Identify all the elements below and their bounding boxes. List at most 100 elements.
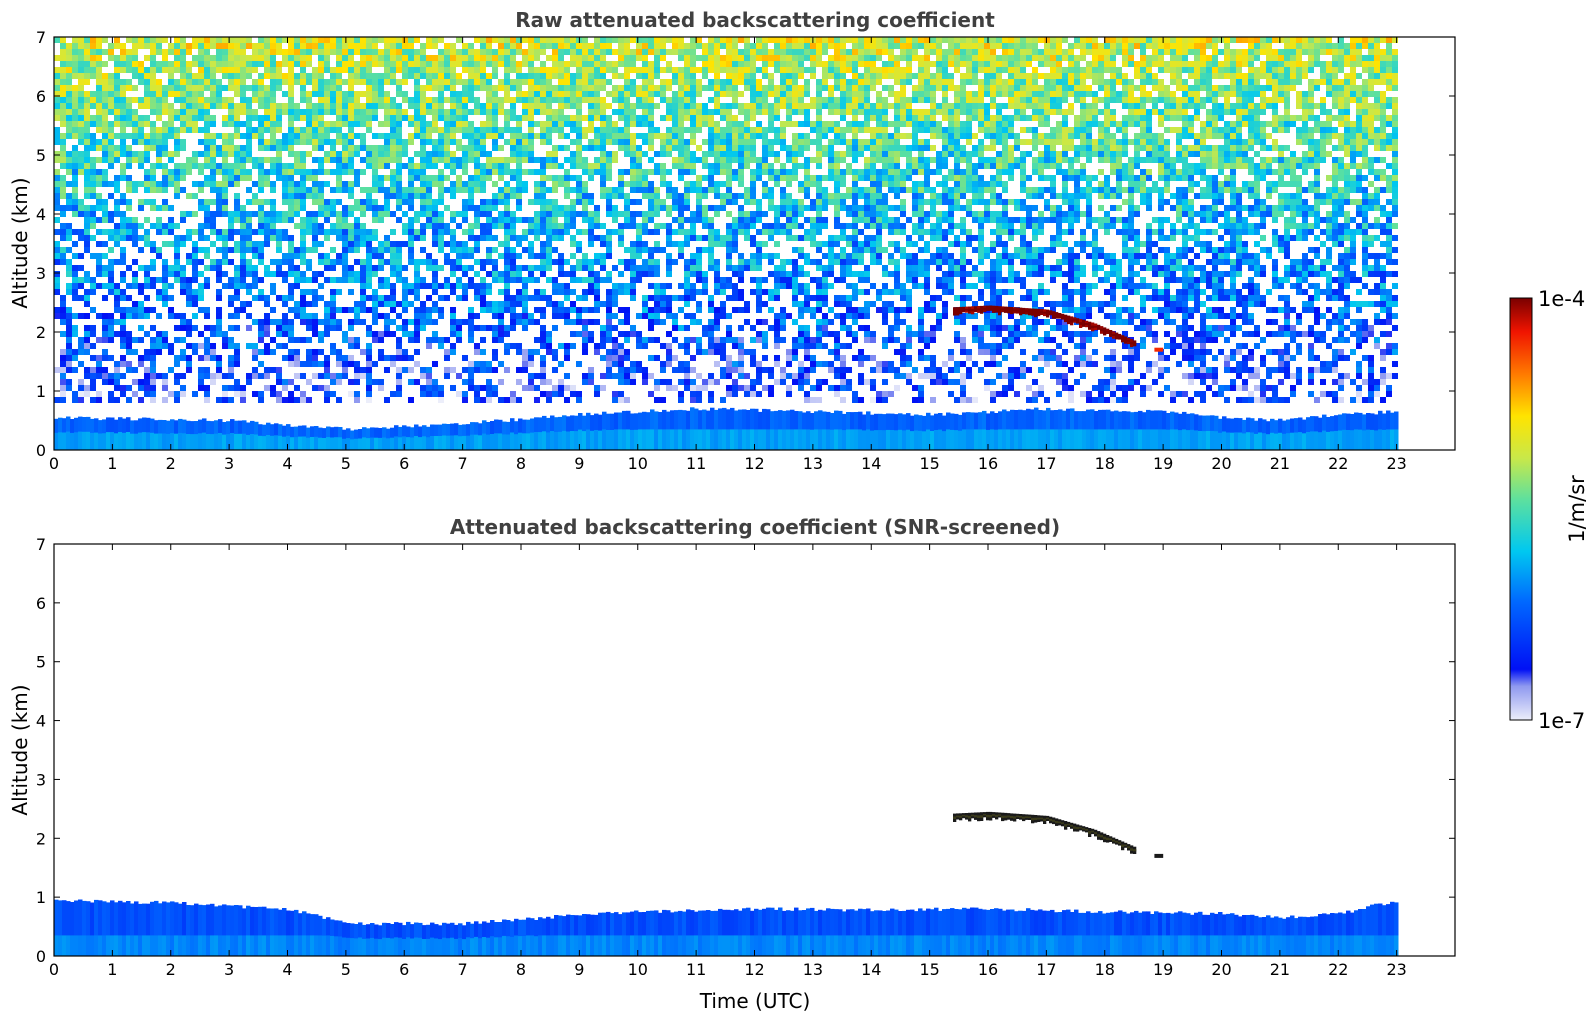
noise-cell: [978, 127, 984, 133]
noise-cell: [936, 127, 942, 133]
noise-cell: [1116, 169, 1122, 175]
noise-cell: [396, 67, 402, 73]
noise-cell: [216, 187, 222, 193]
noise-cell: [234, 55, 240, 61]
noise-cell: [1152, 49, 1158, 55]
noise-cell: [924, 49, 930, 55]
noise-cell: [102, 175, 108, 181]
noise-cell: [642, 103, 648, 109]
noise-cell: [1182, 145, 1188, 151]
noise-cell: [966, 139, 972, 145]
noise-cell: [336, 133, 342, 139]
noise-cell: [888, 187, 894, 193]
noise-cell: [102, 79, 108, 85]
noise-cell: [1020, 79, 1026, 85]
noise-cell: [1290, 73, 1296, 79]
noise-cell: [852, 193, 858, 199]
noise-cell: [318, 37, 324, 43]
noise-cell: [132, 67, 138, 73]
noise-cell: [732, 157, 738, 163]
noise-cell: [1074, 85, 1080, 91]
noise-cell: [1080, 133, 1086, 139]
noise-cell: [486, 163, 492, 169]
noise-cell: [1230, 151, 1236, 157]
noise-cell: [162, 109, 168, 115]
noise-cell: [750, 115, 756, 121]
noise-cell: [150, 43, 156, 49]
noise-cell: [666, 133, 672, 139]
noise-cell: [216, 85, 222, 91]
noise-cell: [1314, 157, 1320, 163]
noise-cell: [300, 55, 306, 61]
noise-cell: [456, 109, 462, 115]
noise-cell: [1122, 169, 1128, 175]
noise-cell: [1332, 55, 1338, 61]
noise-cell: [720, 103, 726, 109]
noise-cell: [612, 187, 618, 193]
noise-cell: [582, 199, 588, 205]
noise-cell: [1086, 133, 1092, 139]
noise-cell: [792, 49, 798, 55]
noise-cell: [828, 169, 834, 175]
noise-cell: [1290, 115, 1296, 121]
noise-cell: [474, 127, 480, 133]
noise-cell: [744, 37, 750, 43]
noise-cell: [1254, 175, 1260, 181]
noise-cell: [1302, 139, 1308, 145]
noise-cell: [1308, 91, 1314, 97]
noise-cell: [1140, 91, 1146, 97]
noise-cell: [210, 151, 216, 157]
noise-cell: [636, 133, 642, 139]
noise-cell: [750, 43, 756, 49]
noise-cell: [1176, 115, 1182, 121]
noise-cell: [462, 151, 468, 157]
noise-cell: [60, 181, 66, 187]
noise-cell: [690, 79, 696, 85]
noise-cell: [744, 121, 750, 127]
noise-cell: [570, 73, 576, 79]
noise-cell: [978, 103, 984, 109]
noise-cell: [1068, 127, 1074, 133]
noise-cell: [1128, 163, 1134, 169]
noise-cell: [156, 37, 162, 43]
noise-cell: [834, 97, 840, 103]
noise-cell: [1056, 139, 1062, 145]
noise-cell: [1020, 49, 1026, 55]
noise-cell: [954, 187, 960, 193]
noise-cell: [504, 109, 510, 115]
noise-cell: [384, 91, 390, 97]
noise-cell: [174, 115, 180, 121]
noise-cell: [1212, 61, 1218, 67]
noise-cell: [594, 169, 600, 175]
noise-cell: [618, 43, 624, 49]
noise-cell: [1260, 139, 1266, 145]
noise-cell: [252, 67, 258, 73]
noise-cell: [162, 169, 168, 175]
noise-cell: [1188, 37, 1194, 43]
noise-cell: [972, 109, 978, 115]
noise-cell: [1308, 85, 1314, 91]
noise-cell: [834, 103, 840, 109]
noise-cell: [282, 193, 288, 199]
noise-cell: [84, 193, 90, 199]
noise-cell: [162, 139, 168, 145]
noise-cell: [1236, 49, 1242, 55]
noise-cell: [1158, 187, 1164, 193]
noise-cell: [702, 121, 708, 127]
noise-cell: [432, 139, 438, 145]
noise-cell: [888, 181, 894, 187]
noise-cell: [480, 43, 486, 49]
noise-cell: [1194, 85, 1200, 91]
noise-cell: [1050, 91, 1056, 97]
noise-cell: [618, 91, 624, 97]
noise-cell: [1074, 97, 1080, 103]
noise-cell: [618, 133, 624, 139]
noise-cell: [918, 85, 924, 91]
noise-cell: [1272, 85, 1278, 91]
noise-cell: [1068, 163, 1074, 169]
noise-cell: [516, 193, 522, 199]
noise-cell: [1218, 181, 1224, 187]
noise-cell: [642, 133, 648, 139]
noise-cell: [456, 97, 462, 103]
noise-cell: [690, 43, 696, 49]
